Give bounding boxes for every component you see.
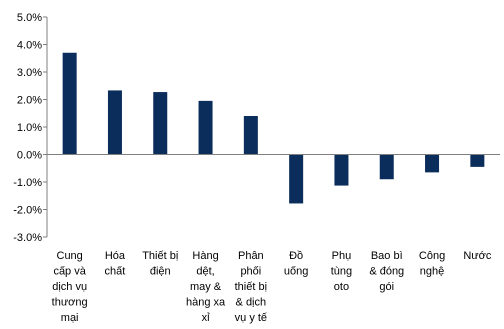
x-category-label: Phân phối thiết bị & dịch vụ y tế bbox=[235, 250, 267, 324]
bar bbox=[334, 154, 349, 186]
y-tick-label: -3.0% bbox=[13, 232, 42, 244]
y-tick-label: 0.0% bbox=[17, 150, 42, 162]
x-category-label-line: may & bbox=[190, 281, 222, 293]
x-category-label-line: oto bbox=[334, 281, 349, 293]
x-category-label-line: hàng xa bbox=[186, 297, 226, 309]
x-category-label-line: nghệ bbox=[420, 266, 444, 278]
x-category-label-line: gói bbox=[379, 281, 394, 293]
x-axis-labels: Cung cấp và dịch vụ thương mại Hóa chất Thiết b… bbox=[52, 250, 492, 324]
x-category-label-line: điện bbox=[150, 266, 171, 278]
x-category-label-line: & đóng bbox=[369, 266, 404, 278]
x-category-label-line: chất bbox=[105, 266, 126, 278]
x-category-label-line: Nước bbox=[463, 250, 492, 262]
x-category-label-line: Công bbox=[419, 250, 445, 262]
bar bbox=[379, 154, 394, 180]
x-category-label-line: phối bbox=[240, 266, 261, 278]
x-category-label-line: Bao bì bbox=[371, 250, 403, 262]
x-category-label-line: Phụ bbox=[332, 250, 352, 262]
bar bbox=[198, 100, 213, 155]
x-category-label: Phụ tùng oto bbox=[331, 250, 352, 293]
y-tick-label: 4.0% bbox=[17, 40, 42, 52]
x-category-label-line: Hóa bbox=[105, 250, 126, 262]
x-category-label: Hóa chất bbox=[105, 250, 126, 278]
y-axis-ticks: 5.0% 4.0% 3.0% 2.0% 1.0% 0.0% -1.0% -2.0% -3.0% bbox=[13, 12, 47, 244]
x-category-label-line: thiết bị bbox=[235, 281, 267, 293]
x-category-label-line: mại bbox=[61, 312, 79, 324]
y-tick-label: -2.0% bbox=[13, 205, 42, 217]
x-category-label-line: & dịch bbox=[236, 297, 267, 309]
x-category-label: Nước bbox=[463, 250, 492, 262]
x-category-label: Công nghệ bbox=[419, 250, 445, 278]
bars bbox=[62, 52, 485, 204]
x-category-label-line: Hàng bbox=[192, 250, 218, 262]
x-category-label-line: xỉ bbox=[202, 312, 211, 324]
y-tick-label: 2.0% bbox=[17, 95, 42, 107]
x-category-label: Thiết bị điện bbox=[142, 250, 178, 278]
x-category-label: Bao bì & đóng gói bbox=[369, 250, 404, 293]
bar bbox=[153, 92, 168, 155]
x-category-label: Cung cấp và dịch vụ thương mại bbox=[52, 250, 88, 324]
bar bbox=[470, 154, 485, 167]
x-category-label: Hàng dệt, may & hàng xa xỉ bbox=[186, 250, 226, 324]
y-tick-label: 5.0% bbox=[17, 12, 42, 24]
y-tick-label: 3.0% bbox=[17, 67, 42, 79]
x-category-label-line: uống bbox=[284, 266, 308, 278]
y-tick-label: 1.0% bbox=[17, 122, 42, 134]
y-tick-label: -1.0% bbox=[13, 177, 42, 189]
x-category-label-line: thương bbox=[52, 297, 88, 309]
x-category-label: Đồ uống bbox=[284, 250, 308, 278]
bar bbox=[289, 154, 304, 204]
x-category-label-line: cấp và bbox=[53, 266, 86, 278]
bar bbox=[107, 90, 122, 155]
x-category-label-line: dịch vụ bbox=[52, 281, 87, 293]
x-category-label-line: Cung bbox=[57, 250, 83, 262]
x-category-label-line: Đồ bbox=[289, 250, 303, 262]
bar bbox=[62, 52, 77, 155]
x-category-label-line: Phân bbox=[238, 250, 264, 262]
x-category-label-line: Thiết bị bbox=[142, 250, 178, 262]
bar bbox=[425, 154, 440, 173]
x-category-label-line: dệt, bbox=[196, 266, 214, 278]
x-category-label-line: tùng bbox=[331, 266, 352, 278]
bar bbox=[243, 116, 258, 155]
x-category-label-line: vụ y tế bbox=[235, 312, 267, 324]
